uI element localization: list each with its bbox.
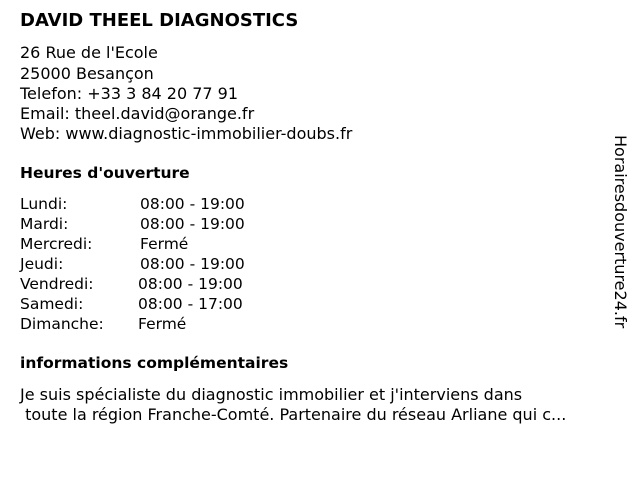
day-hours: Fermé xyxy=(140,235,189,253)
email: Email: theel.david@orange.fr xyxy=(20,104,255,123)
watermark-text: Horairesdouverture24.fr xyxy=(611,135,630,329)
info-text-line1: Je suis spécialiste du diagnostic immobi… xyxy=(20,385,523,404)
day-hours: 08:00 - 17:00 xyxy=(138,295,243,313)
day-hours: Fermé xyxy=(138,315,187,333)
day-label: Dimanche: xyxy=(20,315,104,333)
website: Web: www.diagnostic-immobilier-doubs.fr xyxy=(20,124,353,143)
phone: Telefon: +33 3 84 20 77 91 xyxy=(20,84,239,103)
day-label: Vendredi: xyxy=(20,275,94,293)
day-hours: 08:00 - 19:00 xyxy=(140,215,245,233)
day-hours: 08:00 - 19:00 xyxy=(140,255,245,273)
hours-heading: Heures d'ouverture xyxy=(20,164,190,182)
info-text-line2: toute la région Franche-Comté. Partenair… xyxy=(20,405,567,424)
info-heading: informations complémentaires xyxy=(20,354,289,372)
day-label: Mardi: xyxy=(20,215,69,233)
day-label: Samedi: xyxy=(20,295,84,313)
day-label: Mercredi: xyxy=(20,235,93,253)
day-hours: 08:00 - 19:00 xyxy=(140,195,245,213)
address-line2: 25000 Besançon xyxy=(20,64,154,83)
day-label: Jeudi: xyxy=(20,255,64,273)
business-name: DAVID THEEL DIAGNOSTICS xyxy=(20,10,299,31)
day-hours: 08:00 - 19:00 xyxy=(138,275,243,293)
address-line1: 26 Rue de l'Ecole xyxy=(20,43,158,62)
day-label: Lundi: xyxy=(20,195,68,213)
